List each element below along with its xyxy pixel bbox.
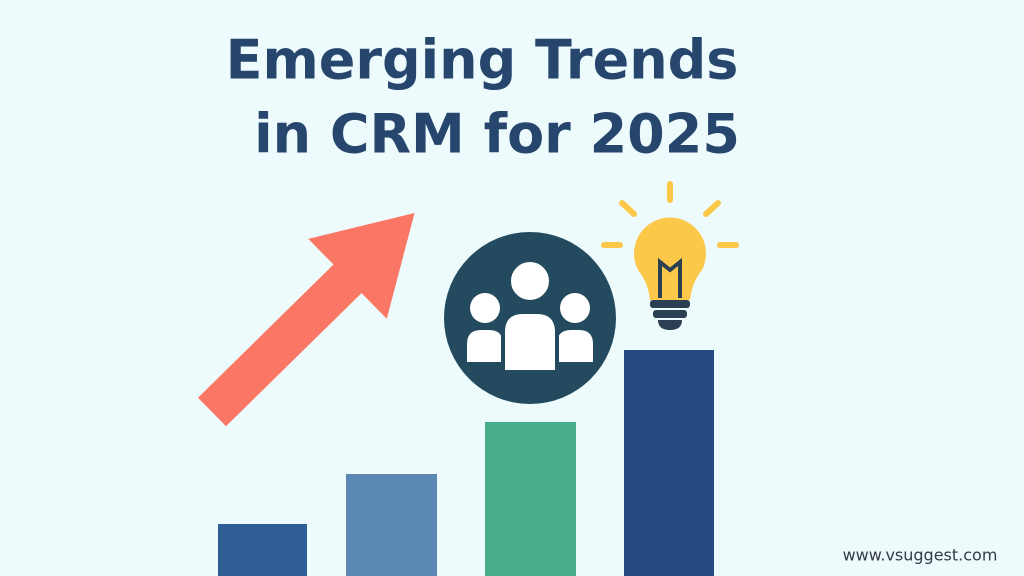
bulb-glass	[633, 217, 706, 300]
person-head	[507, 258, 553, 304]
person-head	[470, 293, 500, 323]
website: www.vsuggest.com	[843, 546, 998, 565]
bulb-base	[653, 310, 687, 318]
bar-1	[218, 524, 307, 576]
person-head	[560, 293, 590, 323]
bulb-tip	[658, 320, 682, 330]
person-body	[467, 330, 503, 362]
light-rays	[601, 181, 739, 248]
people-icon	[444, 232, 616, 404]
lightbulb-icon	[601, 181, 739, 330]
person-body	[501, 310, 559, 374]
person-body	[557, 330, 593, 362]
bar-4	[624, 350, 714, 576]
title-line-1: Emerging Trends	[226, 29, 739, 92]
bar-2	[346, 474, 437, 576]
filament	[658, 257, 682, 298]
trend-arrow	[197, 212, 415, 427]
title-line-2: in CRM for 2025	[254, 103, 740, 166]
bulb-base	[650, 300, 690, 308]
arrow-shape	[197, 212, 415, 427]
bar-3	[485, 422, 576, 576]
